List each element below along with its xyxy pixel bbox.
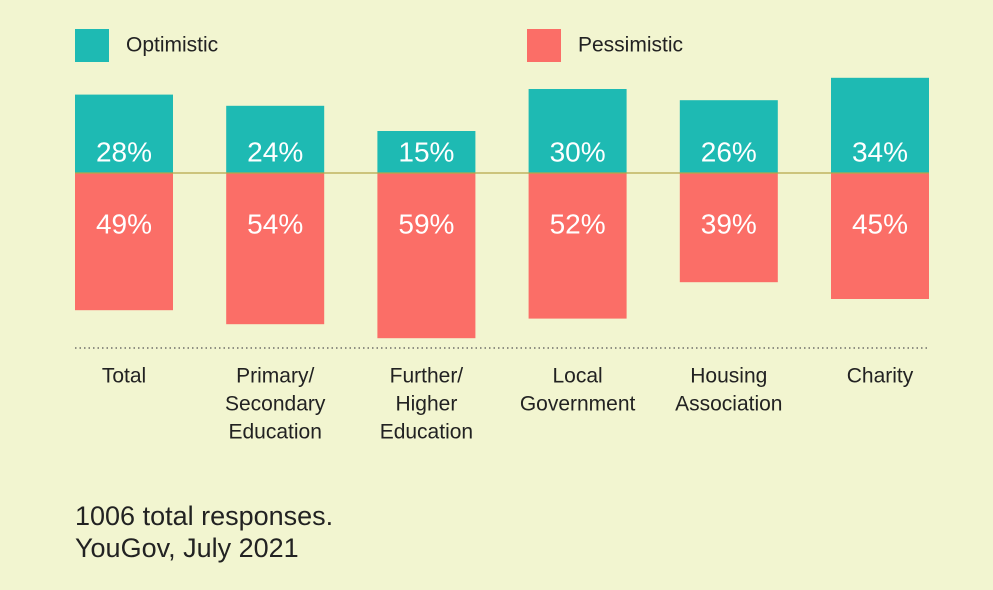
value-label: 49%	[96, 208, 152, 239]
value-label: 54%	[247, 208, 303, 239]
legend-label: Pessimistic	[578, 34, 683, 57]
bar	[528, 89, 627, 173]
x-tick-label: Local	[552, 365, 602, 388]
x-tick-label: Secondary	[225, 393, 326, 416]
value-label: 39%	[701, 208, 757, 239]
legend-swatch	[527, 29, 561, 62]
bar	[528, 173, 627, 319]
value-label: 26%	[701, 136, 757, 167]
bar	[679, 173, 778, 283]
x-tick-label: Housing	[690, 365, 767, 388]
footnote: 1006 total responses.	[75, 501, 333, 531]
bar	[75, 173, 173, 311]
bar	[831, 77, 929, 173]
legend-label: Optimistic	[126, 34, 218, 57]
legend-swatch	[75, 29, 109, 62]
bar	[226, 105, 325, 173]
x-tick-label: Association	[675, 393, 782, 416]
bar	[226, 173, 325, 325]
bar	[679, 100, 778, 173]
bar	[831, 173, 929, 299]
value-label: 24%	[247, 136, 303, 167]
x-tick-label: Education	[380, 421, 473, 444]
x-tick-label: Total	[102, 365, 146, 388]
x-tick-label: Government	[520, 393, 636, 416]
x-tick-label: Primary/	[236, 365, 314, 388]
value-label: 34%	[852, 136, 908, 167]
value-label: 45%	[852, 208, 908, 239]
footnote: YouGov, July 2021	[75, 533, 299, 563]
bar	[75, 94, 173, 173]
value-label: 52%	[550, 208, 606, 239]
x-tick-label: Higher	[395, 393, 457, 416]
x-tick-label: Charity	[847, 365, 914, 388]
value-label: 59%	[398, 208, 454, 239]
value-label: 15%	[398, 136, 454, 167]
bar	[377, 131, 476, 173]
x-tick-label: Further/	[390, 365, 464, 388]
value-label: 28%	[96, 136, 152, 167]
x-tick-label: Education	[228, 421, 321, 444]
bar	[377, 173, 476, 339]
value-label: 30%	[550, 136, 606, 167]
